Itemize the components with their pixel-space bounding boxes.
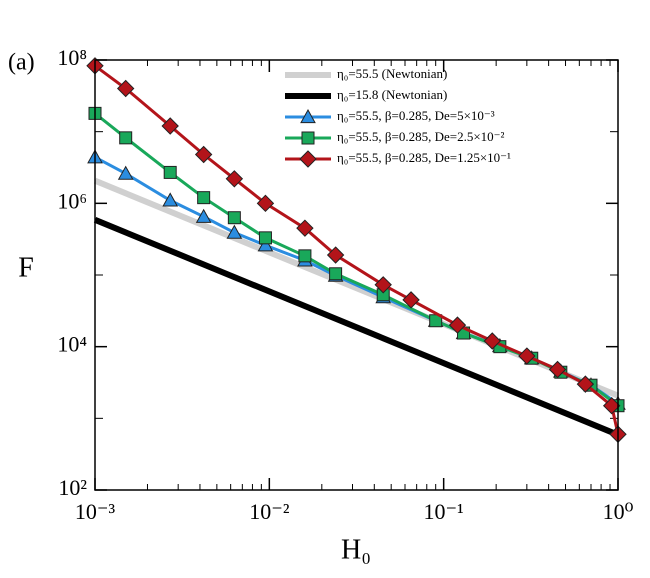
marker <box>483 332 501 350</box>
marker <box>402 291 420 309</box>
y-tick-label: 10⁶ <box>57 188 87 213</box>
marker <box>576 375 595 393</box>
marker <box>296 219 314 237</box>
legend-label: η₀=55.5 (Newtonian) <box>337 66 447 81</box>
marker <box>257 237 274 252</box>
marker <box>226 224 243 239</box>
x-axis-label: H₀ <box>341 534 371 565</box>
y-axis-label: F <box>18 252 34 283</box>
legend-label: η₀=55.5, β=0.285, De=2.5×10⁻² <box>337 129 505 144</box>
x-tick-label: 10⁻¹ <box>424 499 464 524</box>
marker <box>258 231 272 245</box>
x-tick-label: 10⁻³ <box>75 499 116 524</box>
marker <box>227 211 241 225</box>
x-tick-label: 10⁻² <box>249 499 290 524</box>
marker <box>117 165 134 180</box>
legend-label: η₀=55.5, β=0.285, De=5×10⁻³ <box>337 108 495 123</box>
marker <box>374 276 392 294</box>
plot-frame <box>94 59 619 491</box>
marker <box>256 194 275 213</box>
series-line <box>93 217 620 438</box>
marker <box>195 208 212 223</box>
legend-marker <box>301 131 315 145</box>
panel-label: (a) <box>8 50 35 76</box>
legend-marker <box>300 108 316 124</box>
marker <box>225 170 244 188</box>
marker <box>163 165 177 179</box>
y-tick-label: 10² <box>58 475 87 500</box>
marker <box>161 117 179 135</box>
y-tick-label: 10⁸ <box>57 45 87 70</box>
y-tick-label: 10⁴ <box>57 332 87 357</box>
marker <box>298 249 312 263</box>
marker <box>326 246 345 264</box>
marker <box>119 131 133 145</box>
marker <box>329 267 343 281</box>
marker <box>197 191 211 205</box>
legend-label: η₀=15.8 (Newtonian) <box>337 87 447 102</box>
marker <box>448 316 467 334</box>
marker <box>548 360 567 379</box>
marker <box>518 347 536 365</box>
legend-marker <box>299 150 317 168</box>
x-tick-label: 10⁰ <box>603 499 634 524</box>
marker <box>162 192 179 207</box>
legend-label: η₀=55.5, β=0.285, De=1.25×10⁻¹ <box>337 150 511 165</box>
series-line <box>94 155 619 405</box>
marker <box>602 397 621 415</box>
marker <box>116 79 135 98</box>
marker <box>194 145 213 164</box>
